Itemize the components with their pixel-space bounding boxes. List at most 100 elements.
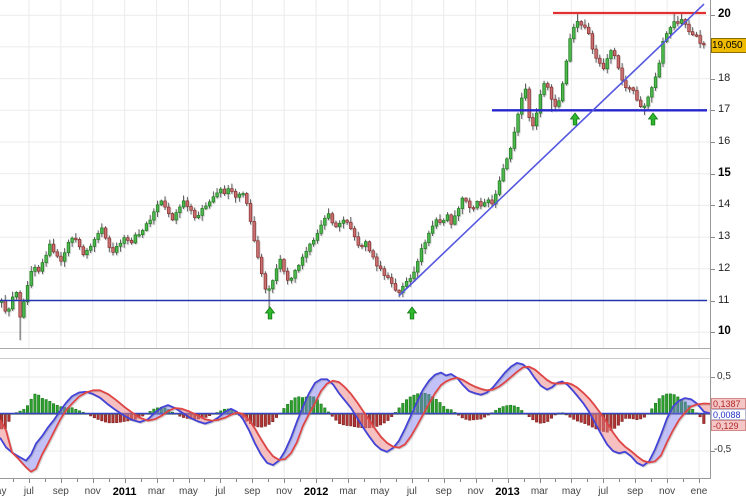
time-grid [28,0,700,348]
time-tick [379,479,381,483]
price-tick [711,110,715,112]
price-tick [711,237,715,239]
time-tick [124,479,126,483]
time-tick [507,479,509,483]
price-pane[interactable] [0,0,710,348]
time-axis-year-label: 2012 [303,486,329,498]
time-tick [284,479,286,483]
macd-pane[interactable] [0,360,711,478]
pane-separator-bottom [0,358,711,359]
price-axis-label: 15 [718,166,731,179]
time-tick [651,479,653,482]
time-axis-month-label: nov [84,486,101,497]
time-tick [220,479,222,483]
price-axis-label: 18 [718,71,731,84]
time-tick [443,479,445,483]
time-axis-month-label: jul [598,486,609,497]
time-tick [635,479,637,483]
time-tick [316,479,318,483]
price-axis-label: 16 [718,135,731,147]
time-axis-year-label: 2013 [495,486,520,498]
time-axis-month-label: mar [339,486,357,497]
buy-signal-arrows [264,112,659,320]
time-axis-month-label: may [561,486,581,497]
time-tick [44,479,46,482]
signal-line [0,365,711,473]
time-axis-month-label: nov [659,486,676,497]
time-axis-month-label: mar [147,486,166,497]
time-axis-month-label: may [179,486,198,497]
price-tick [711,268,715,270]
price-axis-label: 17 [718,103,731,116]
time-tick [76,479,78,482]
time-tick [332,479,334,482]
time-axis-line [0,478,711,479]
buy-signal-arrow [647,112,659,126]
time-tick [172,479,174,482]
time-tick [475,479,477,483]
price-axis-label: 20 [718,8,731,21]
price-axis-label: 11 [718,293,730,306]
price-tick [711,142,715,143]
time-axis-month-label: jul [406,486,417,497]
time-axis-month-label: jul [23,486,34,497]
last-price-tag: 19,050 [711,38,746,53]
time-tick [491,479,493,482]
macd-lines [0,362,711,473]
indicator-tick-upper: 0,5 [717,371,731,382]
time-axis-month-label: ene [690,486,708,497]
time-tick [523,479,525,482]
buy-signal-arrow [264,306,276,320]
time-tick [188,479,190,483]
time-tick [140,479,142,482]
time-axis-month-label: mar [530,486,549,497]
time-axis-month-label: sep [52,486,69,497]
time-tick [683,479,685,482]
macd-value-tag: 0,0088 [711,409,746,420]
price-tick [711,332,715,334]
time-tick [236,479,238,482]
candlestick-series [0,12,706,341]
price-tick [711,78,715,80]
price-tick [711,205,715,207]
time-axis-month-label: nov [467,486,484,497]
histogram-value-tag: -0,129 [711,420,746,431]
time-tick [156,479,158,483]
time-axis-month-label: sep [244,486,261,497]
time-tick [348,479,349,483]
time-axis-month-label: jul [215,486,226,497]
time-tick [268,479,270,482]
time-tick [411,479,413,483]
time-axis-year-label: 2011 [112,486,137,498]
price-tick [711,15,715,17]
time-tick [395,479,397,482]
time-tick [427,479,429,482]
time-axis-month-label: sep [435,486,452,497]
buy-signal-arrow [569,112,581,126]
time-tick [60,479,62,483]
time-tick [300,479,302,482]
macd-line [0,362,711,467]
price-axis-label: 10 [718,325,731,338]
price-axis-label: 12 [718,261,731,274]
time-tick [92,479,94,483]
time-tick [13,479,14,482]
time-tick [571,479,573,483]
time-tick [667,479,669,483]
time-axis-month-label: may [370,486,390,497]
time-tick [108,479,110,482]
time-tick [699,479,700,483]
trend-line [398,3,705,297]
time-axis-month-label: sep [627,486,644,497]
time-tick [28,479,30,483]
time-tick [204,479,206,482]
price-axis-label: 13 [718,230,731,243]
plot-right-border [710,0,711,479]
signal-value-tag: 0,1387 [711,398,746,409]
indicator-tick-lower: -0,5 [714,444,732,455]
time-tick [555,479,557,482]
pane-separator-top [0,348,711,349]
time-tick [459,479,461,482]
time-tick [539,479,541,483]
